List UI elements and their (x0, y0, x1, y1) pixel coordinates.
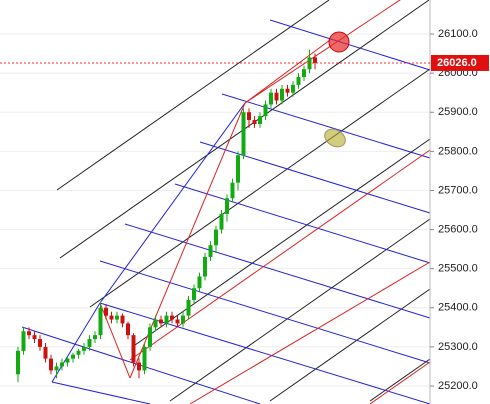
y-tick-label: 25200.0 (438, 380, 478, 392)
candle-body (280, 88, 284, 101)
candle-body (236, 155, 240, 183)
candle-body (98, 307, 103, 336)
candle-body (16, 350, 20, 375)
candle-body (258, 116, 262, 124)
candle-body (87, 339, 92, 347)
candle-body (225, 198, 229, 214)
candle-body (296, 77, 301, 85)
candle-body (126, 323, 130, 336)
y-tick-label: 25500.0 (438, 263, 478, 275)
candle-body (269, 92, 273, 105)
candle-body (27, 331, 31, 336)
candle-body (159, 319, 163, 324)
candle-body (137, 362, 141, 371)
candle-body (313, 57, 317, 63)
candle-body (93, 335, 97, 340)
y-tick-label: 25300.0 (438, 341, 478, 353)
candle-body (54, 366, 59, 371)
candle-body (186, 299, 191, 316)
candle-body (181, 315, 185, 324)
candle-body (263, 104, 268, 117)
candle-body (49, 358, 53, 371)
y-tick-label: 25600.0 (438, 223, 478, 235)
candle-body (131, 335, 136, 363)
y-tick-label: 25900.0 (438, 106, 478, 118)
candle-body (285, 88, 290, 93)
candle-body (197, 276, 202, 289)
candle-body (120, 315, 125, 324)
candle-body (214, 229, 218, 246)
y-tick-label: 26100.0 (438, 28, 478, 40)
candle-body (82, 346, 86, 351)
candle-body (76, 350, 81, 355)
candle-body (252, 120, 257, 124)
candle-body (71, 354, 75, 359)
candle-body (104, 307, 108, 316)
candle-body (32, 335, 37, 340)
candle-body (208, 245, 213, 257)
candle-body (247, 112, 251, 121)
candle-body (241, 112, 246, 156)
y-tick-label: 25400.0 (438, 302, 478, 314)
candle-body (274, 92, 279, 101)
candle-body (175, 319, 180, 324)
candle-body (38, 339, 42, 347)
candle-body (21, 331, 26, 351)
candle-body (148, 327, 152, 347)
candle-body (109, 315, 114, 320)
last-price-box (431, 54, 489, 71)
grid (0, 33, 430, 387)
last-price-label: 26026.0 (437, 57, 477, 69)
candle-body (192, 288, 196, 300)
candle-body (60, 362, 64, 367)
y-tick-label: 25800.0 (438, 145, 478, 157)
candle-body (170, 315, 174, 320)
candle-body (291, 84, 295, 93)
candle-body (65, 358, 70, 363)
candle-body (153, 319, 158, 328)
candle-body (302, 69, 306, 78)
candle-body (43, 346, 48, 359)
y-tick-label: 25700.0 (438, 184, 478, 196)
candle-body (164, 315, 169, 324)
candle-body (142, 346, 147, 371)
candle-body (203, 256, 207, 277)
candle-body (219, 213, 224, 230)
candle-body (115, 315, 119, 320)
candle-body (230, 182, 235, 199)
